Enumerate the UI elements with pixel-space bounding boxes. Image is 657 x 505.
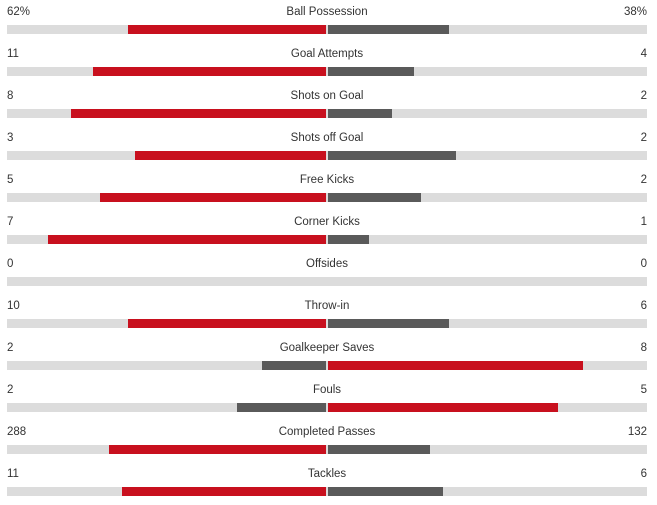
stat-bar: [7, 151, 647, 160]
stat-bar: [7, 25, 647, 34]
away-bar-fill: [328, 151, 456, 160]
stat-name: Completed Passes: [278, 426, 376, 438]
away-value: 132: [627, 426, 647, 438]
home-value: 10: [7, 300, 20, 312]
home-value: 3: [7, 132, 14, 144]
stat-name: Goal Attempts: [290, 48, 364, 60]
stat-bar: [7, 403, 647, 412]
stat-name: Tackles: [307, 468, 347, 480]
stat-row: 11 Tackles 6: [0, 466, 657, 496]
stat-bar: [7, 319, 647, 328]
stat-bar: [7, 487, 647, 496]
stat-row: 11 Goal Attempts 4: [0, 46, 657, 76]
away-bar-fill: [328, 445, 430, 454]
away-value: 8: [640, 342, 647, 354]
away-bar-fill: [328, 193, 421, 202]
home-value: 5: [7, 174, 14, 186]
stat-label-row: 62% Ball Possession 38%: [7, 4, 647, 20]
stat-row: 62% Ball Possession 38%: [0, 4, 657, 34]
home-value: 2: [7, 342, 14, 354]
home-value: 2: [7, 384, 14, 396]
away-value: 6: [640, 300, 647, 312]
stat-row: 10 Throw-in 6: [0, 298, 657, 328]
stat-row: 0 Offsides 0: [0, 256, 657, 286]
home-bar-fill: [48, 235, 326, 244]
stat-bar: [7, 193, 647, 202]
home-value: 0: [7, 258, 14, 270]
home-bar-fill: [109, 445, 326, 454]
stat-row: 2 Goalkeeper Saves 8: [0, 340, 657, 370]
stat-label-row: 7 Corner Kicks 1: [7, 214, 647, 230]
home-bar-fill: [135, 151, 326, 160]
stat-name: Shots off Goal: [290, 132, 364, 144]
stat-name: Fouls: [312, 384, 342, 396]
away-value: 5: [640, 384, 647, 396]
stat-label-row: 2 Fouls 5: [7, 382, 647, 398]
away-bar-fill: [328, 487, 443, 496]
home-bar-fill: [237, 403, 326, 412]
stat-row: 8 Shots on Goal 2: [0, 88, 657, 118]
away-value: 0: [640, 258, 647, 270]
home-bar-fill: [128, 319, 326, 328]
home-value: 7: [7, 216, 14, 228]
stat-label-row: 3 Shots off Goal 2: [7, 130, 647, 146]
away-value: 6: [640, 468, 647, 480]
home-value: 11: [7, 48, 19, 60]
stat-name: Shots on Goal: [290, 90, 364, 102]
away-value: 38%: [623, 6, 647, 18]
stat-bar: [7, 277, 647, 286]
home-bar-fill: [128, 25, 326, 34]
stat-row: 2 Fouls 5: [0, 382, 657, 412]
stat-bar: [7, 361, 647, 370]
away-bar-fill: [328, 235, 369, 244]
away-value: 1: [640, 216, 647, 228]
stat-name: Free Kicks: [299, 174, 355, 186]
stat-name: Ball Possession: [286, 6, 368, 18]
home-value: 288: [7, 426, 27, 438]
stat-label-row: 11 Goal Attempts 4: [7, 46, 647, 62]
stat-label-row: 8 Shots on Goal 2: [7, 88, 647, 104]
stat-name: Throw-in: [304, 300, 350, 312]
stat-bar: [7, 445, 647, 454]
home-bar-fill: [262, 361, 326, 370]
home-value: 62%: [7, 6, 31, 18]
stat-row: 5 Free Kicks 2: [0, 172, 657, 202]
stat-name: Corner Kicks: [294, 216, 360, 228]
stat-label-row: 0 Offsides 0: [7, 256, 647, 272]
stat-name: Goalkeeper Saves: [279, 342, 375, 354]
stat-label-row: 288 Completed Passes 132: [7, 424, 647, 440]
home-bar-fill: [122, 487, 326, 496]
stat-row: 288 Completed Passes 132: [0, 424, 657, 454]
stat-row: 3 Shots off Goal 2: [0, 130, 657, 160]
away-bar-fill: [328, 25, 449, 34]
away-bar-fill: [328, 319, 449, 328]
home-bar-fill: [93, 67, 326, 76]
away-value: 2: [640, 174, 647, 186]
away-bar-fill: [328, 109, 392, 118]
stat-label-row: 2 Goalkeeper Saves 8: [7, 340, 647, 356]
away-value: 2: [640, 132, 647, 144]
away-bar-fill: [328, 403, 558, 412]
stat-bar: [7, 235, 647, 244]
home-value: 8: [7, 90, 14, 102]
home-bar-fill: [71, 109, 326, 118]
away-bar-fill: [328, 67, 414, 76]
stat-label-row: 10 Throw-in 6: [7, 298, 647, 314]
stat-row: 7 Corner Kicks 1: [0, 214, 657, 244]
home-value: 11: [7, 468, 19, 480]
away-bar-fill: [328, 361, 583, 370]
stat-name: Offsides: [306, 258, 348, 270]
away-value: 2: [640, 90, 647, 102]
away-value: 4: [640, 48, 647, 60]
stat-bar: [7, 67, 647, 76]
stat-bar: [7, 109, 647, 118]
stat-label-row: 5 Free Kicks 2: [7, 172, 647, 188]
stat-label-row: 11 Tackles 6: [7, 466, 647, 482]
home-bar-fill: [100, 193, 326, 202]
